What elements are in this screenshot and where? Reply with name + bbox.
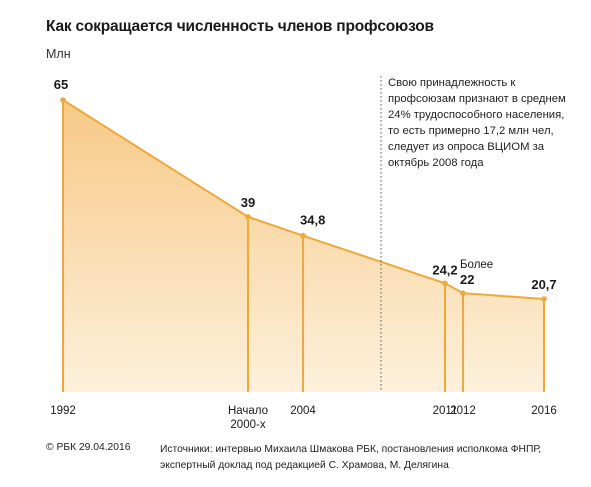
x-tick-label-1992: 1992 [50, 405, 76, 417]
survey-annotation: Свою принадлежность к профсоюзам признаю… [388, 77, 566, 169]
value-label-2002: 39 [241, 195, 255, 210]
value-label-2004: 34,8 [300, 213, 325, 228]
data-point-2002 [245, 214, 251, 220]
x-tick-label-2016: 2016 [531, 405, 557, 417]
data-point-2016 [541, 296, 547, 302]
sources-text: Источники: интервью Михаила Шмакова РБК,… [160, 442, 580, 474]
copyright-text: © РБК 29.04.2016 [46, 442, 131, 453]
x-tick-label-2002: Начало 2000-х [228, 405, 268, 431]
value-label-2016: 20,7 [531, 277, 556, 292]
sources-list: интервью Михаила Шмакова РБК, постановле… [160, 444, 542, 471]
value-label-2011: 24,2 [432, 262, 457, 277]
x-tick-label-2004: 2004 [290, 405, 316, 417]
value-prefix-2012: Более [460, 259, 493, 271]
chart-title: Как сокращается численность членов профс… [46, 18, 434, 35]
y-unit-label: Млн [46, 47, 71, 61]
x-tick-label-2012: 2012 [450, 405, 476, 417]
data-point-2011 [442, 280, 448, 287]
data-point-2012 [460, 290, 466, 296]
x-tick-label-2011: 2011 [433, 405, 458, 417]
value-label-2012: 22 [460, 272, 474, 287]
value-label-1992: 65 [54, 77, 68, 92]
series-line [62, 99, 545, 301]
data-point-2004 [300, 232, 306, 239]
data-point-1992 [60, 97, 66, 103]
sources-label: Источники: [160, 444, 213, 455]
